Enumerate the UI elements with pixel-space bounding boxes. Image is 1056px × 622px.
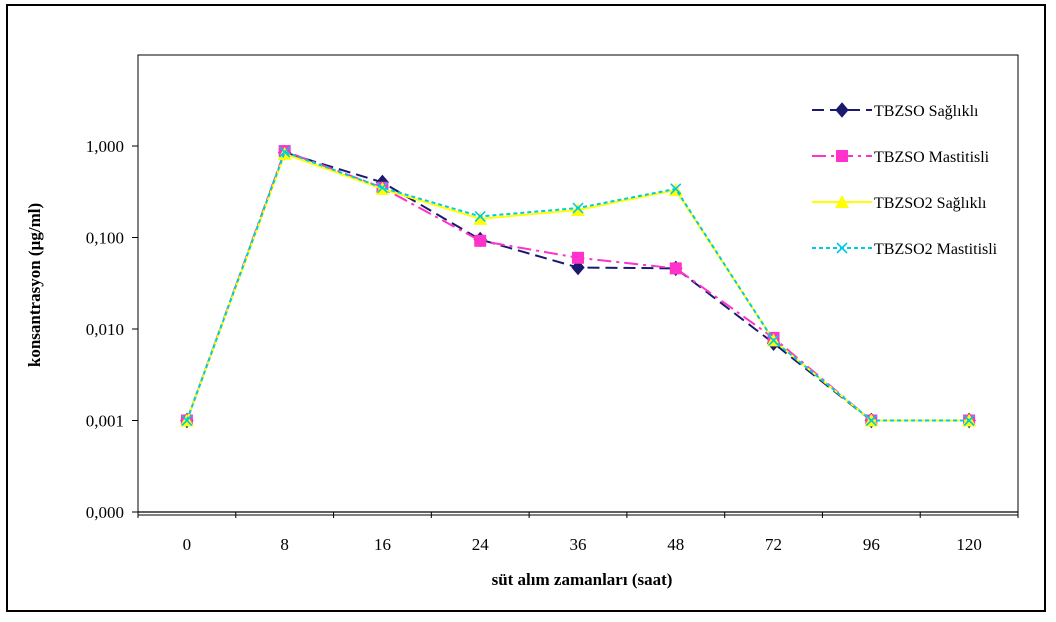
- legend-marker: [836, 150, 848, 162]
- legend-label: TBZSO2 Mastitisli: [874, 241, 998, 258]
- x-tick-label: 120: [956, 535, 982, 554]
- x-tick-label: 72: [765, 535, 782, 554]
- data-point: [473, 211, 488, 225]
- y-axis: 0,000 0,001 0,010 0,100 1,000: [86, 137, 138, 522]
- series-layer: [179, 144, 977, 429]
- legend-item: TBZSO2 Sağlıklı: [812, 195, 987, 212]
- data-point: [670, 183, 682, 195]
- legend-label: TBZSO2 Sağlıklı: [874, 195, 987, 212]
- legend-item: TBZSO Sağlıklı: [812, 102, 979, 120]
- plot-border: [137, 54, 1019, 516]
- x-tick-label: 16: [374, 535, 391, 554]
- data-point: [571, 259, 585, 276]
- y-tick-label: 0,001: [86, 412, 124, 431]
- x-tick-label: 96: [863, 535, 880, 554]
- x-axis-title: süt alım zamanları (saat): [492, 570, 673, 589]
- legend-label: TBZSO Sağlıklı: [874, 103, 979, 120]
- legend-marker: [835, 195, 849, 208]
- data-point: [279, 146, 291, 158]
- y-axis-title: konsantrasyon (µg/ml): [25, 203, 44, 367]
- data-point: [669, 262, 682, 275]
- y-tick-label: 0,010: [86, 320, 124, 339]
- x-axis: 0 8 16 24 36 48 72 96 120: [137, 511, 1019, 554]
- data-point: [376, 182, 389, 194]
- data-point: [963, 414, 975, 427]
- legend: TBZSO Sağlıklı TBZSO Mastitisli TBZSO2 Sağ…: [812, 102, 998, 258]
- x-tick-label: 8: [280, 535, 289, 554]
- x-tick-label: 36: [570, 535, 587, 554]
- data-point: [474, 210, 486, 222]
- data-point: [571, 202, 585, 216]
- plot-area: [137, 54, 1019, 516]
- data-point: [572, 202, 584, 214]
- data-point: [181, 414, 193, 427]
- legend-item: TBZSO Mastitisli: [812, 149, 990, 166]
- legend-label: TBZSO Mastitisli: [874, 149, 990, 166]
- y-tick-label: 0,100: [86, 229, 124, 248]
- data-point: [474, 234, 487, 247]
- series-4: [181, 146, 975, 427]
- data-point: [767, 334, 780, 346]
- x-tick-label: 48: [667, 535, 684, 554]
- legend-item: TBZSO2 Mastitisli: [812, 241, 998, 258]
- data-point: [572, 251, 584, 264]
- data-point: [277, 146, 292, 160]
- data-point: [865, 414, 877, 427]
- x-tick-label: 0: [183, 535, 192, 554]
- y-tick-label: 0,000: [86, 503, 124, 522]
- legend-marker: [835, 102, 849, 118]
- x-tick-label: 24: [472, 535, 490, 554]
- y-tick-label: 1,000: [86, 137, 124, 156]
- legend-marker: [836, 242, 848, 254]
